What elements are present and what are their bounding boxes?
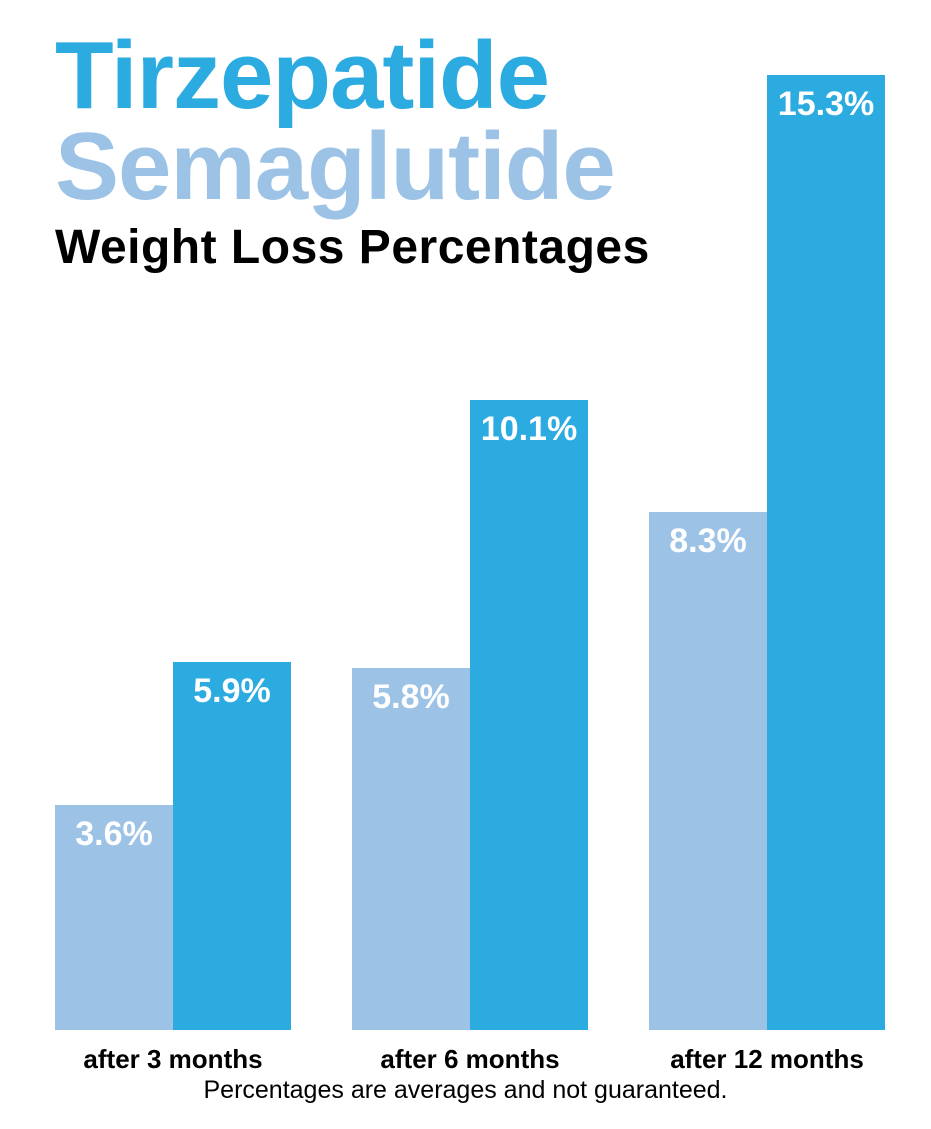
- bar-value-label: 15.3%: [767, 85, 885, 124]
- bar-value-label: 3.6%: [55, 815, 173, 854]
- bar-pair: 5.8% 10.1%: [352, 400, 588, 1030]
- bar-pair: 3.6% 5.9%: [55, 662, 291, 1030]
- bar-pair: 8.3% 15.3%: [649, 75, 885, 1030]
- x-axis-label: after 3 months: [83, 1044, 262, 1075]
- x-axis-label: after 6 months: [380, 1044, 559, 1075]
- bar: 8.3%: [649, 512, 767, 1030]
- bar: 5.9%: [173, 662, 291, 1030]
- bar: 10.1%: [470, 400, 588, 1030]
- x-axis-label: after 12 months: [670, 1044, 864, 1075]
- bar-value-label: 5.9%: [173, 672, 291, 711]
- chart-footnote: Percentages are averages and not guarant…: [0, 1076, 931, 1105]
- bar: 3.6%: [55, 805, 173, 1030]
- bar: 15.3%: [767, 75, 885, 1030]
- bar-value-label: 8.3%: [649, 522, 767, 561]
- bar-group: 5.8% 10.1% after 6 months: [352, 400, 588, 1075]
- bar-value-label: 5.8%: [352, 678, 470, 717]
- bar-group: 8.3% 15.3% after 12 months: [649, 75, 885, 1075]
- bar: 5.8%: [352, 668, 470, 1030]
- bar-chart: 3.6% 5.9% after 3 months 5.8% 10.1% after 6 m…: [55, 60, 885, 1075]
- bar-value-label: 10.1%: [470, 410, 588, 449]
- bar-group: 3.6% 5.9% after 3 months: [55, 662, 291, 1075]
